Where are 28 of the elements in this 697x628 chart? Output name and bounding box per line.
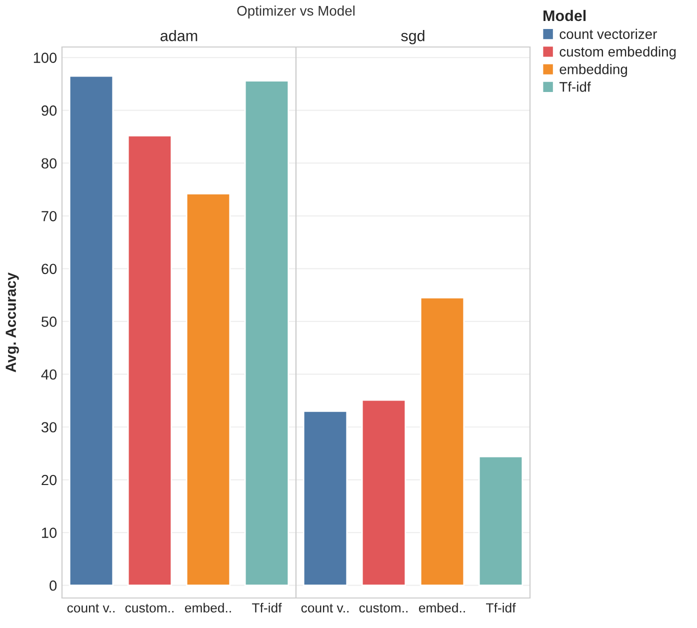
y-tick-label: 10: [42, 528, 57, 538]
y-tick-label: 50: [42, 316, 57, 327]
y-tick-label: 20: [42, 474, 57, 486]
y-tick-label: 100: [34, 52, 57, 63]
legend-label: custom embedding: [560, 46, 676, 60]
y-tick-label: 90: [42, 105, 57, 116]
legend-label: count vectorizer: [560, 28, 657, 40]
y-axis-title: Avg. Accuracy: [6, 272, 19, 372]
x-tick-label: count v..: [67, 604, 114, 613]
chart-subtitle: sgd: [401, 30, 424, 44]
legend-title: Model: [544, 10, 586, 22]
x-tick-label: count v..: [301, 604, 348, 613]
x-tick-label: embed..: [418, 602, 465, 613]
x-tick-label: custom..: [125, 604, 174, 613]
chart-title: Optimizer vs Model: [237, 6, 354, 18]
x-tick-label: embed..: [184, 602, 231, 613]
chart-subtitle: adam: [160, 30, 198, 42]
y-tick-label: 0: [50, 580, 57, 591]
y-tick-label: 60: [42, 264, 57, 274]
legend-label: Tf-idf: [559, 82, 591, 92]
y-tick-label: 40: [41, 369, 57, 380]
y-tick-label: 70: [42, 210, 57, 222]
y-tick-label: 30: [41, 422, 57, 432]
x-tick-label: Tf-idf: [252, 602, 282, 613]
x-tick-label: Tf-idf: [486, 602, 516, 613]
y-tick-label: 80: [42, 158, 57, 169]
x-tick-label: custom..: [359, 604, 408, 613]
legend-label: embedding: [560, 64, 627, 77]
